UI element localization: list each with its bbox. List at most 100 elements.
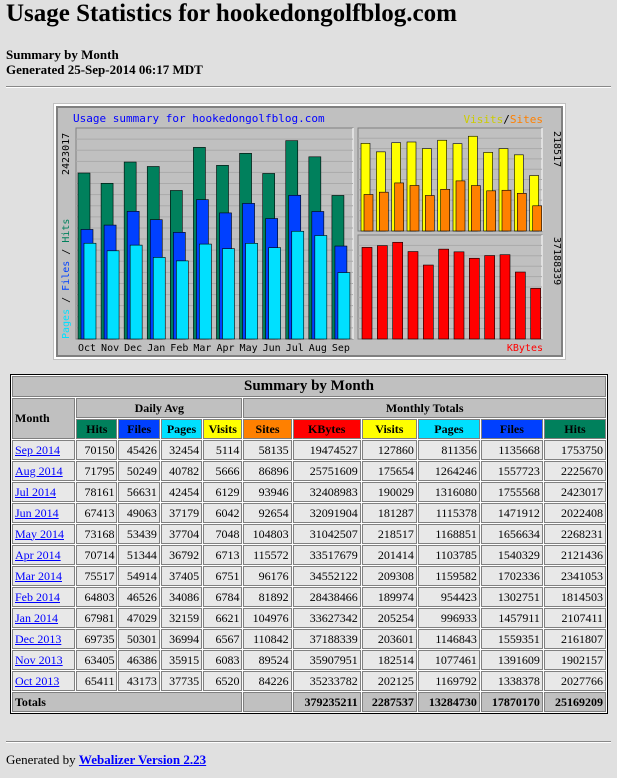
subtitle-summary: Summary by Month	[6, 47, 119, 62]
bar-kbytes	[484, 255, 495, 340]
bar-kbytes	[499, 254, 511, 340]
bar-kbytes	[407, 251, 419, 340]
total-sites-cell: 92654	[243, 503, 292, 523]
x-tick-label: Jul	[286, 343, 304, 354]
month-link[interactable]: Feb 2014	[15, 589, 60, 604]
month-cell: Sep 2014	[12, 440, 76, 460]
page-subtitle: Summary by Month Generated 25-Sep-2014 0…	[6, 47, 203, 77]
total-files-cell: 1755568	[480, 482, 543, 502]
month-link[interactable]: Oct 2013	[15, 673, 60, 688]
total-sites-cell: 86896	[243, 461, 292, 481]
total-visits-cell: 201414	[361, 545, 417, 565]
month-cell: Nov 2013	[12, 650, 76, 670]
footer-prefix: Generated by	[6, 752, 79, 767]
total-kbytes-cell: 32091904	[292, 503, 361, 523]
total-hits-cell: 2107411	[543, 608, 606, 628]
total-visits-cell: 181287	[361, 503, 417, 523]
daily-avg-header: Daily Avg	[76, 398, 243, 418]
table-row: Sep 2014 70150 45426 32454 5114 58135 19474527…	[12, 440, 606, 460]
total-sites-cell: 93946	[243, 482, 292, 502]
total-pages-cell: 1316080	[417, 482, 480, 502]
total-kbytes-cell: 28438466	[292, 587, 361, 607]
table-row: Jun 2014 67413 49063 37179 6042 92654 32091904…	[12, 503, 606, 523]
month-link[interactable]: Sep 2014	[15, 442, 60, 457]
x-tick-label: Dec	[124, 343, 142, 354]
bar-sites	[517, 193, 527, 232]
totals-visits: 2287537	[361, 692, 417, 712]
total-hits-cell: 2121436	[543, 545, 606, 565]
total-hits-cell: 1753750	[543, 440, 606, 460]
total-pages-cell: 1169792	[417, 671, 480, 691]
month-link[interactable]: May 2014	[15, 526, 64, 541]
avg-pages-cell: 36792	[160, 545, 203, 565]
month-link[interactable]: Jul 2014	[15, 484, 57, 499]
total-sites-cell: 104976	[243, 608, 292, 628]
bar-pages	[314, 235, 328, 340]
total-pages-cell: 1077461	[417, 650, 480, 670]
avg-visits-cell: 6129	[203, 482, 243, 502]
total-hits-cell: 1902157	[543, 650, 606, 670]
avg-files-cell: 49063	[118, 503, 160, 523]
total-hits-cell: 1814503	[543, 587, 606, 607]
table-row: Jul 2014 78161 56631 42454 6129 93946 32408983…	[12, 482, 606, 502]
bar-pages	[245, 243, 258, 340]
month-cell: Feb 2014	[12, 587, 76, 607]
month-link[interactable]: Jan 2014	[15, 610, 58, 625]
max-label-hits: 2423017	[61, 133, 72, 175]
month-link[interactable]: Dec 2013	[15, 631, 62, 646]
total-kbytes-cell: 33627342	[292, 608, 361, 628]
table-row: Oct 2013 65411 43173 37735 6520 84226 35233782…	[12, 671, 606, 691]
avg-visits-cell: 6621	[203, 608, 243, 628]
bar-kbytes	[438, 248, 449, 340]
bar-pages	[199, 243, 212, 340]
max-label-visits: 218517	[551, 131, 562, 167]
total-pages-cell: 1146843	[417, 629, 480, 649]
avg-files-cell: 53439	[118, 524, 160, 544]
avg-visits-cell: 5114	[203, 440, 243, 460]
avg-files-cell: 43173	[118, 671, 160, 691]
month-link[interactable]: Aug 2014	[15, 463, 63, 478]
legend-part: /	[61, 291, 72, 309]
total-kbytes-cell: 37188339	[292, 629, 361, 649]
monthly-kbytes-header: KBytes	[292, 419, 361, 439]
bar-kbytes	[361, 247, 373, 340]
month-link[interactable]: Mar 2014	[15, 568, 62, 583]
total-pages-cell: 1115378	[417, 503, 480, 523]
month-cell: Dec 2013	[12, 629, 76, 649]
avg-hits-cell: 64803	[76, 587, 118, 607]
total-sites-cell: 89524	[243, 650, 292, 670]
webalizer-link[interactable]: Webalizer Version 2.23	[78, 752, 207, 767]
month-link[interactable]: Jun 2014	[15, 505, 59, 520]
total-files-cell: 1338378	[480, 671, 543, 691]
avg-pages-cell: 37704	[160, 524, 203, 544]
daily-hits-header: Hits	[76, 419, 118, 439]
total-visits-cell: 202125	[361, 671, 417, 691]
month-link[interactable]: Apr 2014	[15, 547, 61, 562]
avg-files-cell: 47029	[118, 608, 160, 628]
legend-part: Files	[61, 261, 72, 291]
totals-pages: 13284730	[417, 692, 480, 712]
bar-sites	[532, 205, 542, 232]
chart-bevel-inner	[56, 106, 563, 357]
total-kbytes-cell: 19474527	[292, 440, 361, 460]
usage-chart: Usage summary for hookedongolfblog.com V…	[53, 103, 566, 360]
x-tick-label: Sep	[332, 343, 350, 354]
month-link[interactable]: Nov 2013	[15, 652, 63, 667]
monthly-visits-header: Visits	[361, 419, 417, 439]
total-pages-cell: 1103785	[417, 545, 480, 565]
month-header: Month	[12, 398, 76, 439]
total-visits-cell: 203601	[361, 629, 417, 649]
total-files-cell: 1557723	[480, 461, 543, 481]
avg-hits-cell: 70150	[76, 440, 118, 460]
total-hits-cell: 2225670	[543, 461, 606, 481]
total-hits-cell: 2027766	[543, 671, 606, 691]
total-files-cell: 1559351	[480, 629, 543, 649]
total-pages-cell: 996933	[417, 608, 480, 628]
avg-files-cell: 46526	[118, 587, 160, 607]
x-tick-label: Feb	[170, 343, 188, 354]
total-sites-cell: 96176	[243, 566, 292, 586]
avg-hits-cell: 70714	[76, 545, 118, 565]
legend-part: Pages	[61, 309, 72, 339]
total-kbytes-cell: 25751609	[292, 461, 361, 481]
total-files-cell: 1135668	[480, 440, 543, 460]
